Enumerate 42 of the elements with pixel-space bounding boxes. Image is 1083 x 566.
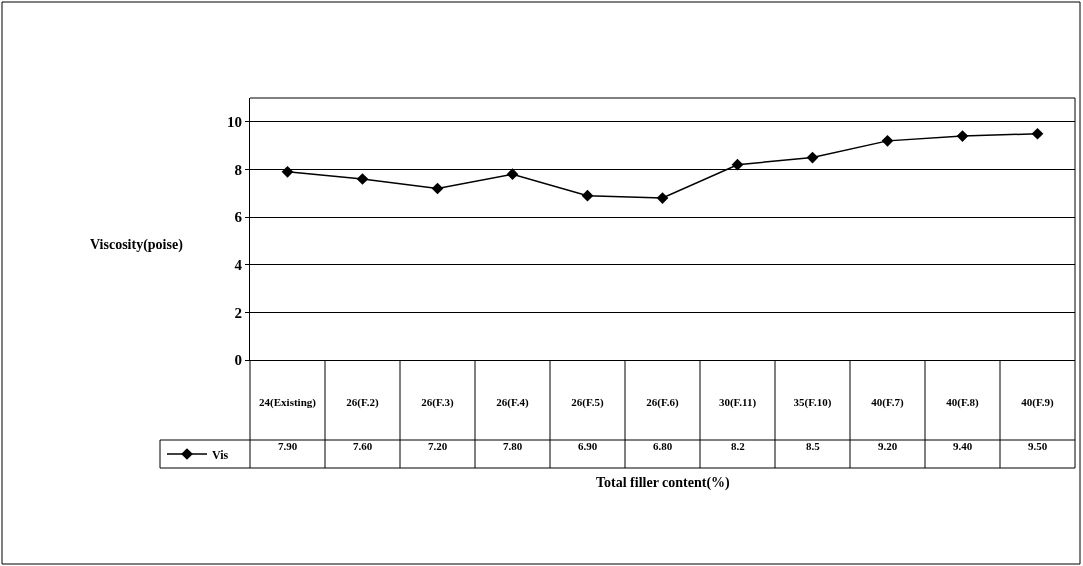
x-tick-label: 30(F.11)	[718, 396, 757, 410]
data-label: 9.50	[1028, 440, 1048, 452]
point	[281, 165, 294, 178]
point	[881, 135, 894, 147]
x-tick-label: 26(F.4)	[496, 396, 529, 410]
point	[431, 182, 444, 195]
y-tick-label: 8	[234, 161, 242, 178]
data-label: 9.40	[953, 440, 973, 452]
x-tick-label: 40(F.8)	[946, 396, 979, 410]
data-label: 7.20	[428, 440, 448, 452]
data-label: 8.5	[806, 440, 821, 452]
data-label: 6.90	[578, 440, 598, 452]
point	[1031, 127, 1044, 140]
y-tick-label: 0	[234, 352, 242, 369]
x-tick-label: 40(F.7)	[871, 396, 904, 410]
y-axis-title: Viscosity(poise)	[90, 237, 184, 253]
y-tick-label: 6	[234, 209, 243, 226]
y-tick-label: 10	[227, 114, 242, 131]
data-label: 7.90	[278, 440, 298, 452]
point	[656, 192, 669, 204]
x-tick-label: 26(F.5)	[571, 396, 604, 410]
point	[581, 189, 594, 202]
data-label: 7.80	[503, 440, 523, 452]
y-tick-label: 2	[234, 304, 242, 321]
x-tick-label: 24(Existing)	[259, 396, 317, 410]
data-label: 6.80	[653, 440, 673, 452]
x-tick-label: 26(F.3)	[421, 396, 454, 410]
point	[956, 130, 969, 142]
y-tick-label: 4	[234, 256, 243, 273]
point	[806, 151, 819, 164]
point	[356, 173, 369, 185]
data-label: 9.20	[878, 440, 898, 452]
data-label: 7.60	[353, 440, 373, 452]
x-axis-title: Total filler content(%)	[596, 475, 731, 491]
point	[731, 158, 744, 171]
point	[506, 168, 519, 181]
x-tick-label: 26(F.6)	[646, 396, 679, 410]
data-label: 8.2	[731, 440, 746, 452]
legend-label: Vis	[212, 447, 229, 462]
x-tick-label: 40(F.9)	[1021, 396, 1054, 410]
x-tick-label: 35(F.10)	[793, 396, 832, 410]
x-tick-label: 26(F.2)	[346, 396, 379, 410]
